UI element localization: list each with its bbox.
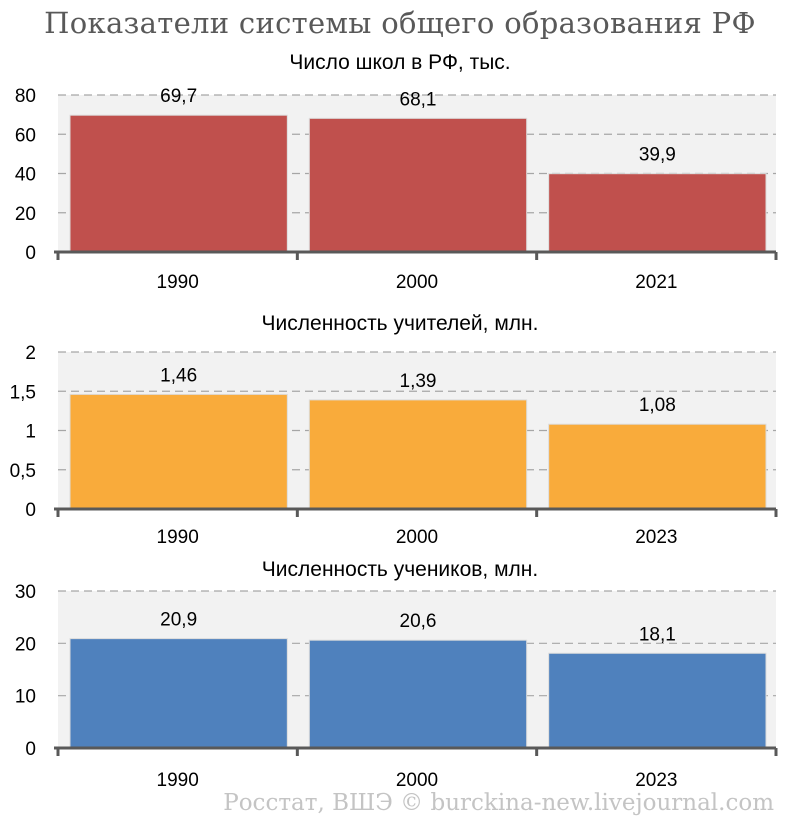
y-tick-label: 2 (25, 343, 36, 364)
y-tick-label: 0,5 (10, 461, 36, 482)
y-tick-label: 0 (25, 243, 36, 264)
bar-2021 (548, 173, 767, 253)
y-tick-label: 1 (25, 422, 36, 443)
bar-2000 (308, 117, 528, 253)
bar-2023 (548, 423, 767, 510)
data-label: 20,6 (400, 611, 437, 632)
data-label: 1,46 (160, 365, 197, 386)
y-tick-label: 80 (15, 86, 36, 107)
x-tick-label: 2000 (396, 527, 438, 548)
x-tick-label: 1990 (157, 527, 199, 548)
y-tick-label: 0 (25, 739, 36, 760)
x-tick-label: 2021 (635, 272, 677, 293)
y-tick-label: 0 (25, 500, 36, 521)
x-tick-label: 1990 (157, 272, 199, 293)
y-tick-label: 20 (15, 204, 36, 225)
y-tick-label: 1,5 (10, 382, 36, 403)
chart-title-2: Численность учителей, млн. (262, 312, 539, 335)
data-label: 68,1 (400, 89, 437, 110)
x-tick-label: 1990 (157, 770, 199, 791)
x-tick-label: 2023 (635, 770, 677, 791)
data-label: 20,9 (160, 610, 197, 631)
bar-2023 (548, 652, 767, 749)
data-label: 69,7 (160, 86, 197, 107)
data-label: 1,39 (400, 371, 437, 392)
y-tick-label: 10 (15, 687, 36, 708)
y-tick-label: 60 (15, 125, 36, 146)
x-tick-label: 2000 (396, 770, 438, 791)
bar-1990 (69, 114, 288, 253)
source-note: Росстат, ВШЭ © burckina-new.livejournal.… (223, 790, 774, 816)
bar-1990 (69, 393, 288, 510)
y-tick-label: 40 (15, 165, 36, 186)
chart-title-3: Численность учеников, млн. (262, 558, 538, 581)
x-tick-label: 2023 (635, 527, 677, 548)
data-label: 39,9 (639, 145, 676, 166)
data-label: 1,08 (639, 395, 676, 416)
y-tick-label: 30 (15, 582, 36, 603)
bar-1990 (69, 638, 288, 749)
bar-2000 (308, 399, 528, 510)
bar-2000 (308, 639, 528, 749)
chart-title-1: Число школ в РФ, тыс. (289, 51, 510, 74)
y-tick-label: 20 (15, 634, 36, 655)
data-label: 18,1 (639, 624, 676, 645)
page-title: Показатели системы общего образования РФ (44, 6, 756, 40)
x-tick-label: 2000 (396, 272, 438, 293)
